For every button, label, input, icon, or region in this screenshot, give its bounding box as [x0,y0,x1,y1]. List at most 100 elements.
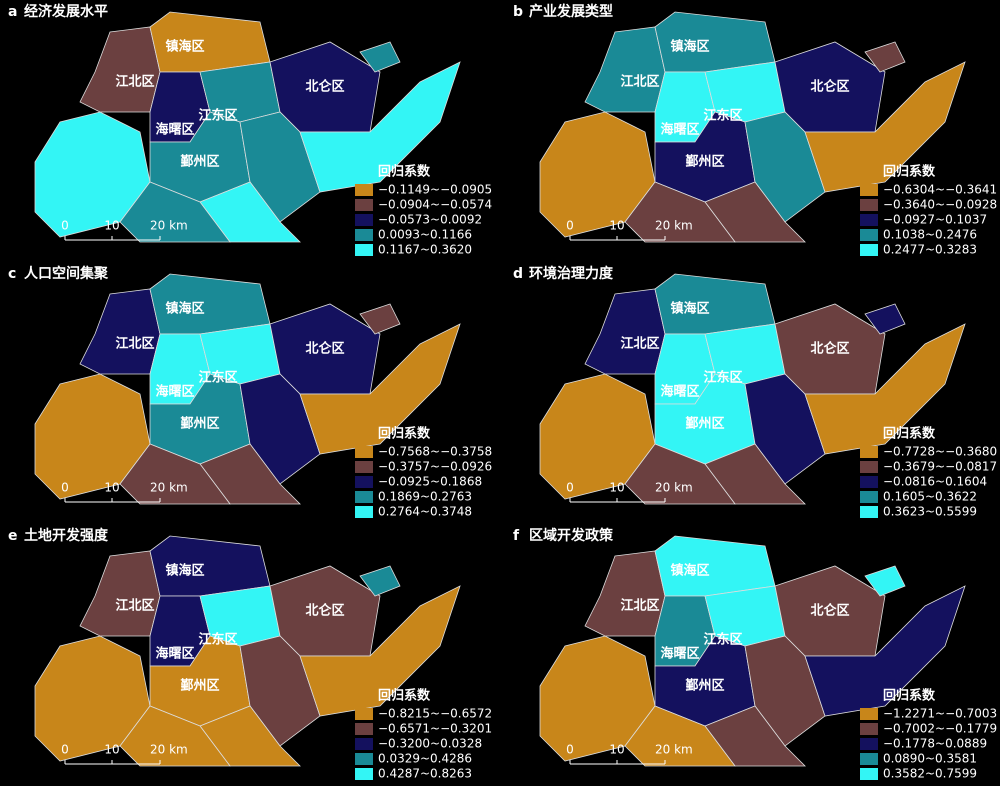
scale-label: 10 [609,743,624,757]
region [804,585,966,717]
legend-label: −0.3757~−0.0926 [378,460,492,474]
scale-label: 10 [104,743,119,757]
legend-label: −0.0573~0.0092 [378,213,482,227]
district-label: 鄞州区 [180,678,219,694]
legend-label: −0.7568~−0.3758 [378,445,492,459]
legend-swatch [860,461,878,473]
legend-label: −0.0925~0.1868 [378,475,482,489]
legend-swatch [860,184,878,196]
scale-label: 20 km [655,743,693,757]
legend-label: 0.1167~0.3620 [378,243,472,257]
legend-title: 回归系数 [378,426,431,442]
scale-label: 10 [104,219,119,233]
legend-swatch [860,491,878,503]
scale-label: 0 [566,481,574,495]
district-label: 北仑区 [810,79,849,95]
scale-label: 20 km [150,481,188,495]
region [624,705,736,767]
scale-label: 10 [609,219,624,233]
district-label: 海曙区 [155,646,194,662]
legend-label: 0.4287~0.8263 [378,767,472,781]
region [299,61,461,193]
legend-label: −1.2271~−0.7003 [883,707,997,721]
legend-swatch [355,446,373,458]
district-label: 镇海区 [670,301,709,317]
legend-swatch [355,199,373,211]
legend-label: 0.0093~0.1166 [378,228,472,242]
district-label: 江北区 [620,74,659,90]
scale-label: 20 km [150,219,188,233]
legend-swatch [860,723,878,735]
district-label: 镇海区 [670,563,709,579]
legend-label: 0.2477~0.3283 [883,243,977,257]
district-label: 北仑区 [305,341,344,357]
panel-label: b [513,4,523,20]
legend-label: 0.2764~0.3748 [378,505,472,519]
legend-label: 0.3582~0.7599 [883,767,977,781]
legend-label: −0.8215~−0.6572 [378,707,492,721]
legend-label: 0.3623~0.5599 [883,505,977,519]
scale-label: 20 km [655,219,693,233]
district-label: 北仑区 [810,341,849,357]
district-label: 海曙区 [660,384,699,400]
district-label: 鄞州区 [685,154,724,170]
legend-swatch [355,506,373,518]
legend-label: −0.0816~0.1604 [883,475,987,489]
scale-label: 20 km [150,743,188,757]
region [359,565,401,597]
legend-label: −0.3640~−0.0928 [883,198,997,212]
district-label: 镇海区 [165,563,204,579]
region [119,705,231,767]
legend-swatch [860,768,878,780]
district-label: 江北区 [620,598,659,614]
legend-title: 回归系数 [378,688,431,704]
region [864,565,906,597]
legend-title: 回归系数 [378,164,431,180]
district-label: 镇海区 [165,39,204,55]
legend-label: −0.7728~−0.3680 [883,445,997,459]
legend-swatch [355,491,373,503]
region [864,41,906,73]
district-label: 海曙区 [660,122,699,138]
panel-label: f [513,528,520,544]
region [299,585,461,717]
legend-swatch [860,753,878,765]
legend-label: 0.0329~0.4286 [378,752,472,766]
district-label: 鄞州区 [685,678,724,694]
panel-title: 产业发展类型 [529,3,613,20]
district-label: 鄞州区 [180,154,219,170]
legend-swatch [860,199,878,211]
district-label: 江东区 [198,632,237,648]
scale-label: 0 [61,219,69,233]
scale-label: 20 km [655,481,693,495]
legend-swatch [860,229,878,241]
legend-label: 0.0890~0.3581 [883,752,977,766]
district-label: 镇海区 [165,301,204,317]
district-label: 江东区 [198,370,237,386]
district-label: 鄞州区 [685,416,724,432]
district-label: 海曙区 [155,122,194,138]
region [119,443,231,505]
region [359,41,401,73]
scale-label: 0 [566,743,574,757]
legend-swatch [860,708,878,720]
legend-swatch [355,229,373,241]
legend-swatch [355,723,373,735]
district-label: 江北区 [115,598,154,614]
panel-title: 环境治理力度 [529,265,614,282]
legend-swatch [355,214,373,226]
legend-title: 回归系数 [883,426,936,442]
district-label: 江东区 [703,108,742,124]
region [299,323,461,455]
region [804,61,966,193]
legend-label: −0.3679~−0.0817 [883,460,997,474]
region [864,303,906,335]
district-label: 江北区 [620,336,659,352]
legend-swatch [355,768,373,780]
panel-title: 土地开发强度 [24,527,109,544]
